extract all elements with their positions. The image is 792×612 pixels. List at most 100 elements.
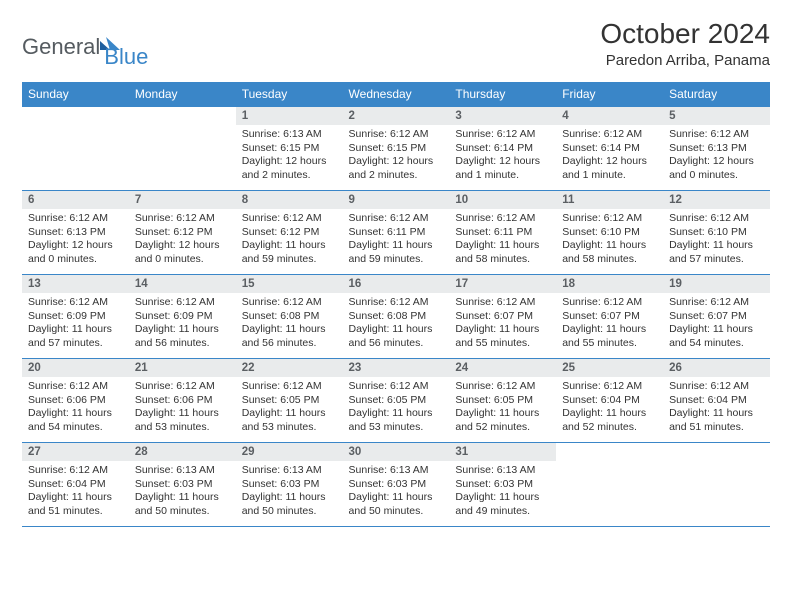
- calendar-cell: 3Sunrise: 6:12 AMSunset: 6:14 PMDaylight…: [449, 107, 556, 191]
- daylight-text: Daylight: 11 hours and 58 minutes.: [562, 239, 657, 266]
- day-number: 14: [129, 275, 236, 293]
- calendar-cell: 2Sunrise: 6:12 AMSunset: 6:15 PMDaylight…: [343, 107, 450, 191]
- calendar-cell: 15Sunrise: 6:12 AMSunset: 6:08 PMDayligh…: [236, 275, 343, 359]
- day-number: 25: [556, 359, 663, 377]
- day-number: 6: [22, 191, 129, 209]
- daylight-text: Daylight: 11 hours and 52 minutes.: [455, 407, 550, 434]
- day-number: 27: [22, 443, 129, 461]
- brand-part2: Blue: [104, 44, 148, 70]
- sunset-text: Sunset: 6:11 PM: [349, 226, 444, 240]
- calendar-cell: 27Sunrise: 6:12 AMSunset: 6:04 PMDayligh…: [22, 443, 129, 527]
- sunset-text: Sunset: 6:13 PM: [669, 142, 764, 156]
- sunset-text: Sunset: 6:15 PM: [242, 142, 337, 156]
- daylight-text: Daylight: 11 hours and 50 minutes.: [349, 491, 444, 518]
- sunset-text: Sunset: 6:06 PM: [135, 394, 230, 408]
- sunrise-text: Sunrise: 6:12 AM: [562, 212, 657, 226]
- weekday-mon: Monday: [129, 82, 236, 107]
- sunset-text: Sunset: 6:04 PM: [562, 394, 657, 408]
- day-body: Sunrise: 6:13 AMSunset: 6:15 PMDaylight:…: [236, 125, 343, 188]
- day-body: Sunrise: 6:12 AMSunset: 6:05 PMDaylight:…: [343, 377, 450, 440]
- day-number: 3: [449, 107, 556, 125]
- calendar-cell: 19Sunrise: 6:12 AMSunset: 6:07 PMDayligh…: [663, 275, 770, 359]
- day-body: Sunrise: 6:12 AMSunset: 6:05 PMDaylight:…: [236, 377, 343, 440]
- daylight-text: Daylight: 11 hours and 53 minutes.: [135, 407, 230, 434]
- sunrise-text: Sunrise: 6:12 AM: [28, 296, 123, 310]
- day-body: Sunrise: 6:12 AMSunset: 6:04 PMDaylight:…: [663, 377, 770, 440]
- calendar-row: 6Sunrise: 6:12 AMSunset: 6:13 PMDaylight…: [22, 191, 770, 275]
- day-body: Sunrise: 6:12 AMSunset: 6:05 PMDaylight:…: [449, 377, 556, 440]
- sunrise-text: Sunrise: 6:12 AM: [562, 296, 657, 310]
- daylight-text: Daylight: 11 hours and 51 minutes.: [28, 491, 123, 518]
- day-body: Sunrise: 6:12 AMSunset: 6:12 PMDaylight:…: [129, 209, 236, 272]
- daylight-text: Daylight: 11 hours and 54 minutes.: [669, 323, 764, 350]
- sunset-text: Sunset: 6:09 PM: [135, 310, 230, 324]
- day-number: 4: [556, 107, 663, 125]
- calendar-cell: 23Sunrise: 6:12 AMSunset: 6:05 PMDayligh…: [343, 359, 450, 443]
- calendar-cell: 16Sunrise: 6:12 AMSunset: 6:08 PMDayligh…: [343, 275, 450, 359]
- sunrise-text: Sunrise: 6:12 AM: [28, 380, 123, 394]
- daylight-text: Daylight: 11 hours and 57 minutes.: [28, 323, 123, 350]
- calendar-cell: 6Sunrise: 6:12 AMSunset: 6:13 PMDaylight…: [22, 191, 129, 275]
- sunset-text: Sunset: 6:12 PM: [135, 226, 230, 240]
- sunset-text: Sunset: 6:12 PM: [242, 226, 337, 240]
- daylight-text: Daylight: 12 hours and 1 minute.: [562, 155, 657, 182]
- calendar-cell: [129, 107, 236, 191]
- calendar-cell: [556, 443, 663, 527]
- sunset-text: Sunset: 6:10 PM: [562, 226, 657, 240]
- sunrise-text: Sunrise: 6:12 AM: [349, 212, 444, 226]
- daylight-text: Daylight: 12 hours and 0 minutes.: [669, 155, 764, 182]
- daylight-text: Daylight: 11 hours and 57 minutes.: [669, 239, 764, 266]
- day-body: Sunrise: 6:12 AMSunset: 6:14 PMDaylight:…: [449, 125, 556, 188]
- day-number: 9: [343, 191, 450, 209]
- day-body: Sunrise: 6:12 AMSunset: 6:15 PMDaylight:…: [343, 125, 450, 188]
- day-number: 7: [129, 191, 236, 209]
- weekday-sat: Saturday: [663, 82, 770, 107]
- weekday-header-row: Sunday Monday Tuesday Wednesday Thursday…: [22, 82, 770, 107]
- day-number: 23: [343, 359, 450, 377]
- sunset-text: Sunset: 6:03 PM: [135, 478, 230, 492]
- sunset-text: Sunset: 6:14 PM: [455, 142, 550, 156]
- sunrise-text: Sunrise: 6:13 AM: [242, 464, 337, 478]
- weekday-thu: Thursday: [449, 82, 556, 107]
- day-body: Sunrise: 6:12 AMSunset: 6:12 PMDaylight:…: [236, 209, 343, 272]
- day-number: 5: [663, 107, 770, 125]
- daylight-text: Daylight: 11 hours and 55 minutes.: [562, 323, 657, 350]
- day-number: 13: [22, 275, 129, 293]
- calendar-cell: 8Sunrise: 6:12 AMSunset: 6:12 PMDaylight…: [236, 191, 343, 275]
- sunset-text: Sunset: 6:08 PM: [349, 310, 444, 324]
- sunrise-text: Sunrise: 6:12 AM: [135, 380, 230, 394]
- day-number: 11: [556, 191, 663, 209]
- calendar-cell: 14Sunrise: 6:12 AMSunset: 6:09 PMDayligh…: [129, 275, 236, 359]
- sunset-text: Sunset: 6:05 PM: [242, 394, 337, 408]
- day-number: 24: [449, 359, 556, 377]
- location-label: Paredon Arriba, Panama: [600, 52, 770, 69]
- weekday-wed: Wednesday: [343, 82, 450, 107]
- sunrise-text: Sunrise: 6:12 AM: [455, 212, 550, 226]
- daylight-text: Daylight: 11 hours and 51 minutes.: [669, 407, 764, 434]
- sunset-text: Sunset: 6:06 PM: [28, 394, 123, 408]
- day-body: Sunrise: 6:13 AMSunset: 6:03 PMDaylight:…: [343, 461, 450, 524]
- sunset-text: Sunset: 6:03 PM: [349, 478, 444, 492]
- daylight-text: Daylight: 12 hours and 1 minute.: [455, 155, 550, 182]
- sunset-text: Sunset: 6:07 PM: [562, 310, 657, 324]
- daylight-text: Daylight: 11 hours and 54 minutes.: [28, 407, 123, 434]
- calendar-cell: 20Sunrise: 6:12 AMSunset: 6:06 PMDayligh…: [22, 359, 129, 443]
- calendar-cell: [22, 107, 129, 191]
- calendar-cell: 4Sunrise: 6:12 AMSunset: 6:14 PMDaylight…: [556, 107, 663, 191]
- day-number: 16: [343, 275, 450, 293]
- calendar-cell: 11 Sunrise: 6:12 AMSunset: 6:10 PMDayligh…: [556, 191, 663, 275]
- sunrise-text: Sunrise: 6:13 AM: [135, 464, 230, 478]
- daylight-text: Daylight: 11 hours and 55 minutes.: [455, 323, 550, 350]
- day-number: 15: [236, 275, 343, 293]
- calendar-cell: 31Sunrise: 6:13 AMSunset: 6:03 PMDayligh…: [449, 443, 556, 527]
- day-number: 12: [663, 191, 770, 209]
- day-number: 8: [236, 191, 343, 209]
- day-body: Sunrise: 6:13 AMSunset: 6:03 PMDaylight:…: [449, 461, 556, 524]
- daylight-text: Daylight: 12 hours and 0 minutes.: [28, 239, 123, 266]
- month-title: October 2024: [600, 18, 770, 50]
- day-body: Sunrise: 6:12 AMSunset: 6:11 PMDaylight:…: [449, 209, 556, 272]
- day-body: Sunrise: 6:12 AMSunset: 6:10 PMDaylight:…: [663, 209, 770, 272]
- sunrise-text: Sunrise: 6:12 AM: [135, 212, 230, 226]
- day-body: Sunrise: 6:12 AMSunset: 6:07 PMDaylight:…: [449, 293, 556, 356]
- sunrise-text: Sunrise: 6:12 AM: [562, 380, 657, 394]
